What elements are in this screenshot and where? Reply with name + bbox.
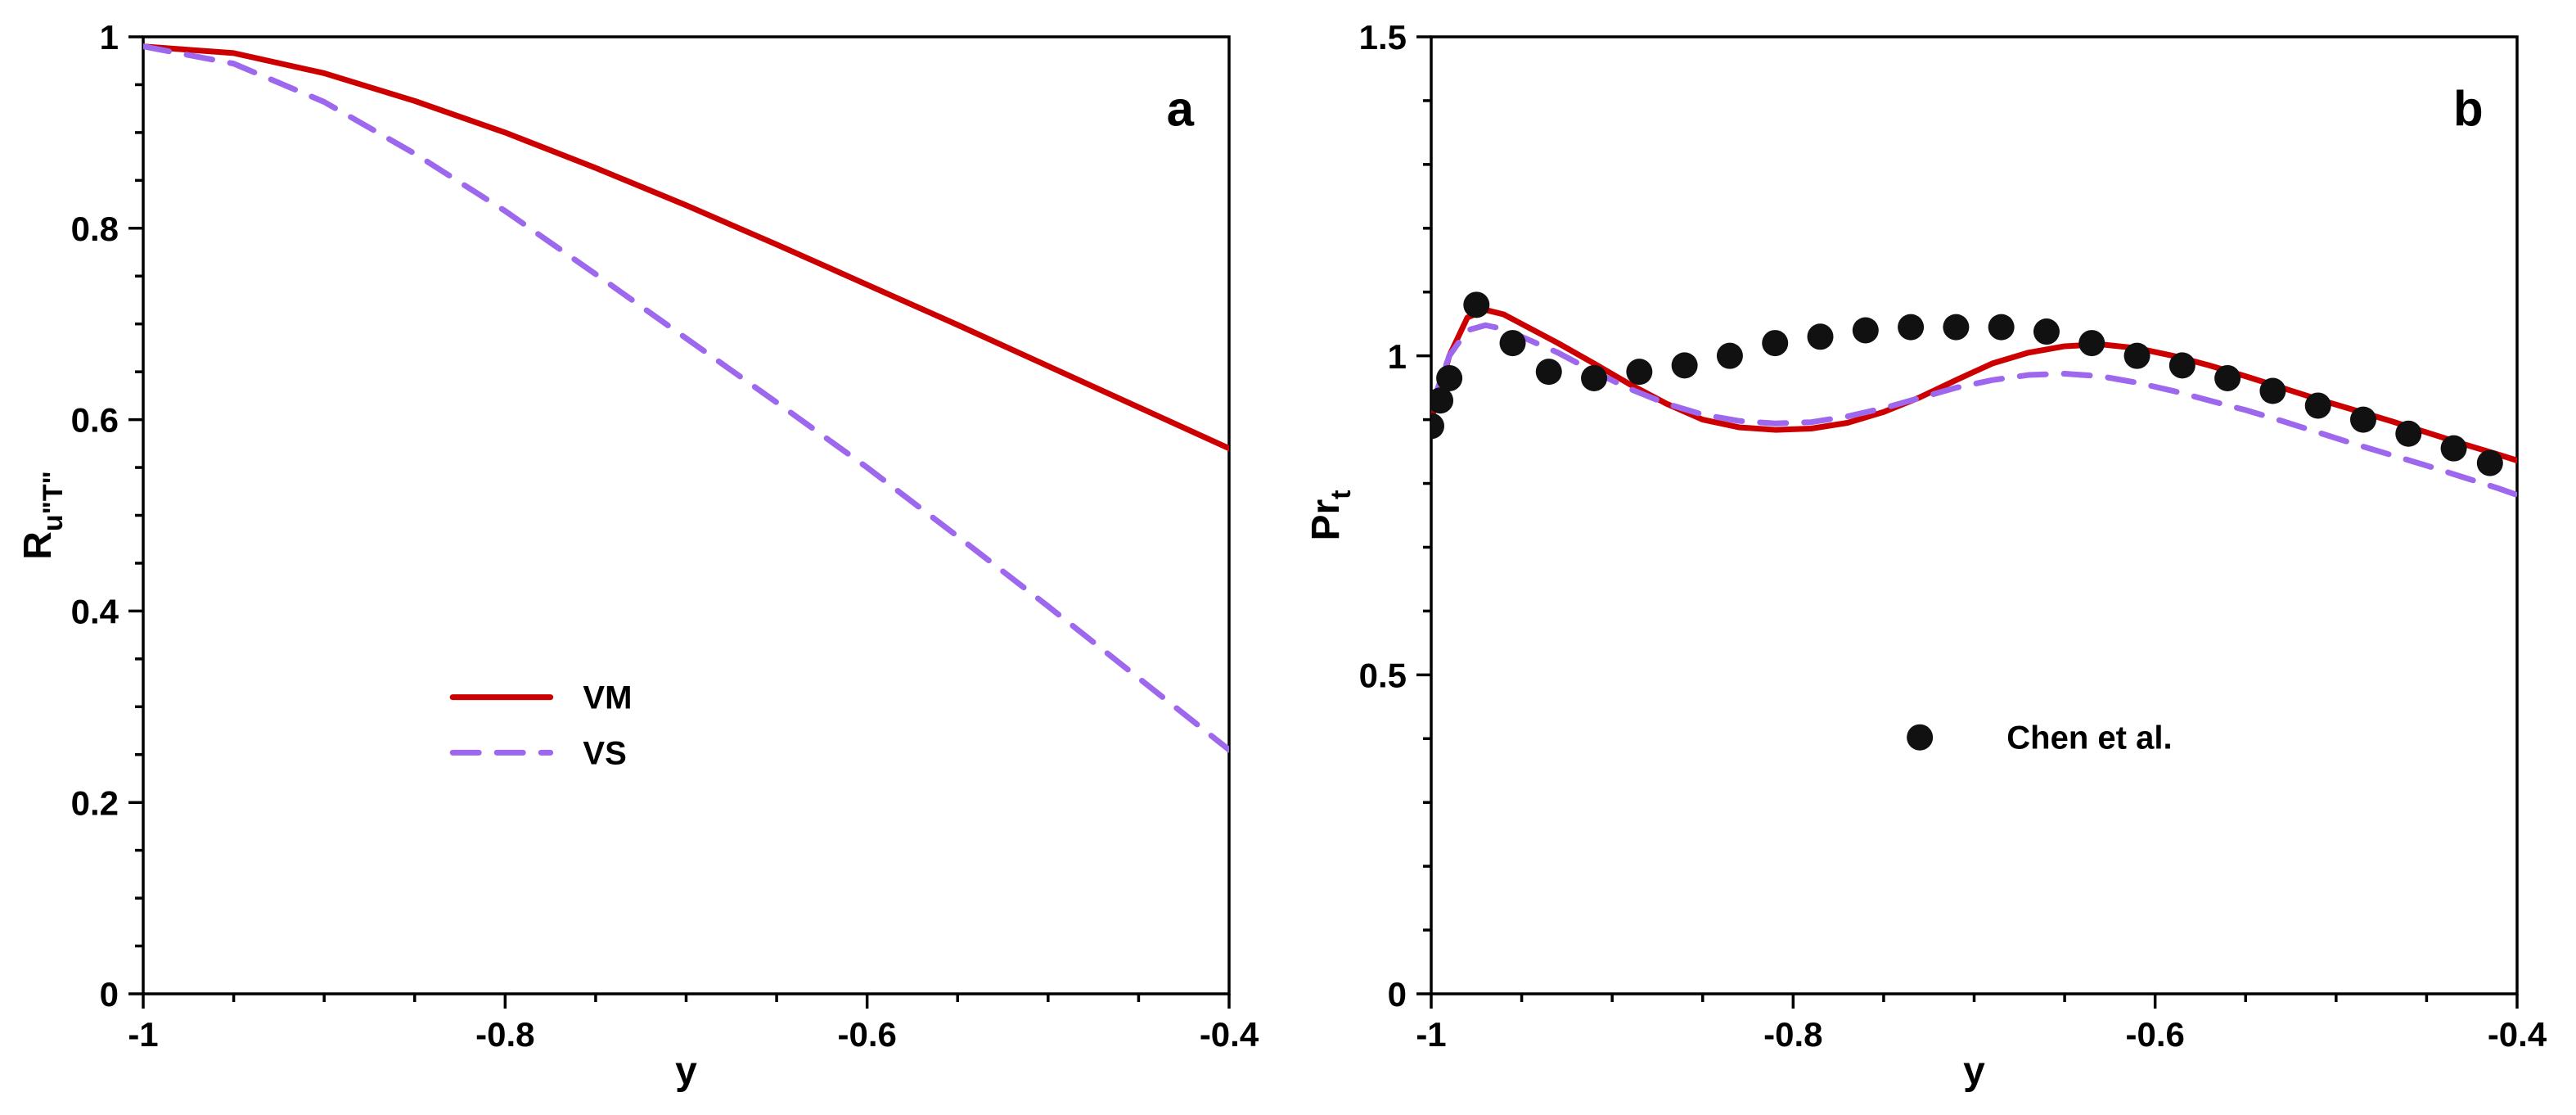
y-tick-label: 0.2	[71, 783, 119, 822]
plot-box	[142, 35, 1231, 995]
scatter-point	[1671, 352, 1698, 379]
scatter-chen-et-al-	[1431, 291, 2503, 476]
series-vs-line	[1431, 322, 2517, 499]
scatter-point	[1807, 323, 1834, 350]
legend-label: VS	[583, 735, 626, 771]
x-tick-label: -0.6	[2125, 1015, 2184, 1054]
series-vm-line	[143, 43, 1229, 452]
y-tick-label: 1	[100, 18, 119, 56]
y-tick-label: 1	[1388, 337, 1407, 376]
scatter-point	[1943, 314, 1970, 341]
panel-b-svg: -1 -0.8 -0.6 -0.4 0 0.5 1 1.5 y Prt Chen et al. b	[1304, 18, 2547, 1093]
y-axis-label: Prt	[1304, 490, 1357, 540]
panel-letter: a	[1167, 82, 1195, 137]
y-tick-label: 1.5	[1359, 18, 1407, 56]
legend-marker-sample	[1907, 724, 1934, 751]
legend-label: VM	[583, 680, 632, 716]
plot-area	[143, 43, 1229, 753]
scatter-point	[1716, 342, 1743, 369]
plot-area	[1431, 291, 2517, 499]
y-tick-label: 0.8	[71, 210, 119, 248]
axis-ticks	[128, 35, 1231, 1009]
panel-letter: b	[2453, 82, 2484, 137]
scatter-point	[2395, 420, 2422, 447]
x-tick-label: -0.4	[2488, 1015, 2547, 1054]
series-vs-line	[143, 43, 1229, 753]
scatter-point	[1988, 314, 2015, 341]
y-axis-label: Ru"T"	[16, 471, 69, 559]
scatter-point	[1431, 413, 1444, 440]
y-tick-label: 0.5	[1359, 656, 1407, 694]
series-vm-line	[1431, 307, 2517, 463]
scatter-point	[2440, 435, 2467, 462]
x-axis-label: y	[1963, 1050, 1985, 1093]
x-tick-label: -0.8	[1763, 1015, 1822, 1054]
panel-a-svg: -1 -0.8 -0.6 -0.4 0 0.2 0.4 0.6 0.8 1 y Ru"T" VM VS a	[16, 18, 1259, 1093]
scatter-point	[2033, 318, 2060, 345]
y-tick-label: 0.4	[71, 593, 119, 631]
legend: Chen et al.	[1907, 720, 2173, 756]
scatter-point	[1431, 387, 1454, 414]
scatter-point	[2304, 392, 2331, 419]
chart-panel-a: -1 -0.8 -0.6 -0.4 0 0.2 0.4 0.6 0.8 1 y Ru"T" VM VS a	[16, 18, 1259, 1093]
x-tick-label: -0.6	[837, 1015, 896, 1054]
scatter-point	[1626, 359, 1653, 386]
x-tick-label: -1	[1416, 1015, 1446, 1054]
scatter-point	[2350, 406, 2377, 433]
y-tick-label: 0	[1388, 975, 1407, 1013]
scatter-point	[1898, 314, 1925, 341]
x-tick-label: -0.8	[475, 1015, 534, 1054]
x-tick-label: -0.4	[1200, 1015, 1259, 1054]
scatter-point	[1762, 330, 1789, 357]
scatter-point	[2123, 342, 2150, 369]
scatter-point	[1463, 291, 1490, 318]
scatter-point	[1499, 330, 1526, 357]
scatter-point	[2259, 377, 2286, 404]
x-tick-label: -1	[128, 1015, 158, 1054]
legend: VM VS	[449, 680, 632, 771]
scatter-point	[1535, 359, 1562, 386]
chart-panel-b: -1 -0.8 -0.6 -0.4 0 0.5 1 1.5 y Prt Chen et al. b	[1288, 0, 2576, 1115]
scatter-point	[2476, 449, 2503, 476]
scatter-point	[2168, 352, 2195, 379]
scatter-point	[1852, 317, 1879, 344]
axis-ticks	[1416, 35, 2519, 1009]
scatter-point	[1581, 364, 1608, 391]
x-axis-label: y	[675, 1050, 697, 1093]
y-tick-label: 0.6	[71, 401, 119, 440]
legend-label: Chen et al.	[2006, 720, 2172, 756]
plot-box	[1430, 35, 2519, 995]
scatter-point	[1436, 364, 1463, 391]
scatter-point	[2078, 330, 2105, 357]
scatter-point	[2214, 364, 2241, 391]
y-tick-label: 0	[100, 975, 119, 1013]
